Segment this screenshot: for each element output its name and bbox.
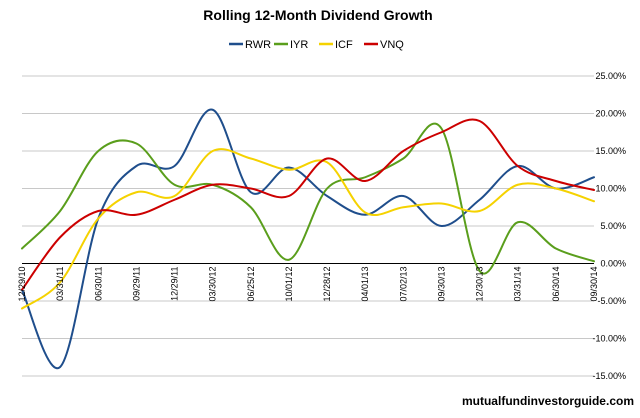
legend-label-iyr: IYR xyxy=(290,39,308,51)
legend-label-vnq: VNQ xyxy=(380,39,404,51)
x-tick-label: 06/30/11 xyxy=(93,267,103,301)
x-tick-label: 06/30/14 xyxy=(551,267,561,302)
x-axis-labels: 12/29/10 03/31/11 06/30/11 09/29/11 12/29/11… xyxy=(17,266,599,301)
x-tick-label: 09/30/14 xyxy=(589,267,599,302)
x-tick-label: 06/25/12 xyxy=(246,267,256,302)
y-tick-label: 5.00% xyxy=(600,221,626,231)
y-axis-labels: 25.00% 20.00% 15.00% 10.00% 5.00% 0.00% -5.00%… xyxy=(592,71,626,381)
series-line-iyr xyxy=(21,122,595,275)
y-tick-label: 0.00% xyxy=(600,259,626,269)
x-tick-label: 10/01/12 xyxy=(284,267,294,302)
x-tick-label: 12/30/13 xyxy=(475,266,485,301)
series-line-vnq xyxy=(21,118,595,291)
y-tick-label: 25.00% xyxy=(595,71,626,81)
x-tick-label: 07/02/13 xyxy=(398,267,408,302)
y-tick-label: -15.00% xyxy=(592,371,626,381)
x-tick-label: 12/29/10 xyxy=(17,267,27,302)
y-tick-label: 20.00% xyxy=(595,109,626,119)
x-tick-label: 04/01/13 xyxy=(360,267,370,302)
x-tick-label: 03/30/12 xyxy=(208,267,218,302)
x-tick-label: 12/29/11 xyxy=(170,267,180,301)
chart-title: Rolling 12-Month Dividend Growth xyxy=(203,7,432,23)
y-tick-label: -5.00% xyxy=(597,296,626,306)
legend: RWR IYR ICF VNQ xyxy=(229,39,404,51)
series-line-icf xyxy=(21,148,595,310)
legend-label-rwr: RWR xyxy=(245,39,271,51)
y-tick-label: 10.00% xyxy=(595,184,626,194)
series-group xyxy=(21,108,595,370)
x-tick-label: 09/30/13 xyxy=(436,267,446,302)
watermark-text: mutualfundinvestorguide.com xyxy=(462,394,634,408)
x-tick-label: 03/31/11 xyxy=(55,267,65,301)
x-tick-label: 03/31/14 xyxy=(513,267,523,302)
grid xyxy=(22,75,594,377)
x-tick-label: 09/29/11 xyxy=(131,267,141,301)
y-tick-label: -10.00% xyxy=(592,334,626,344)
legend-label-icf: ICF xyxy=(335,39,353,51)
x-tick-label: 12/28/12 xyxy=(322,267,332,302)
y-tick-label: 15.00% xyxy=(595,146,626,156)
